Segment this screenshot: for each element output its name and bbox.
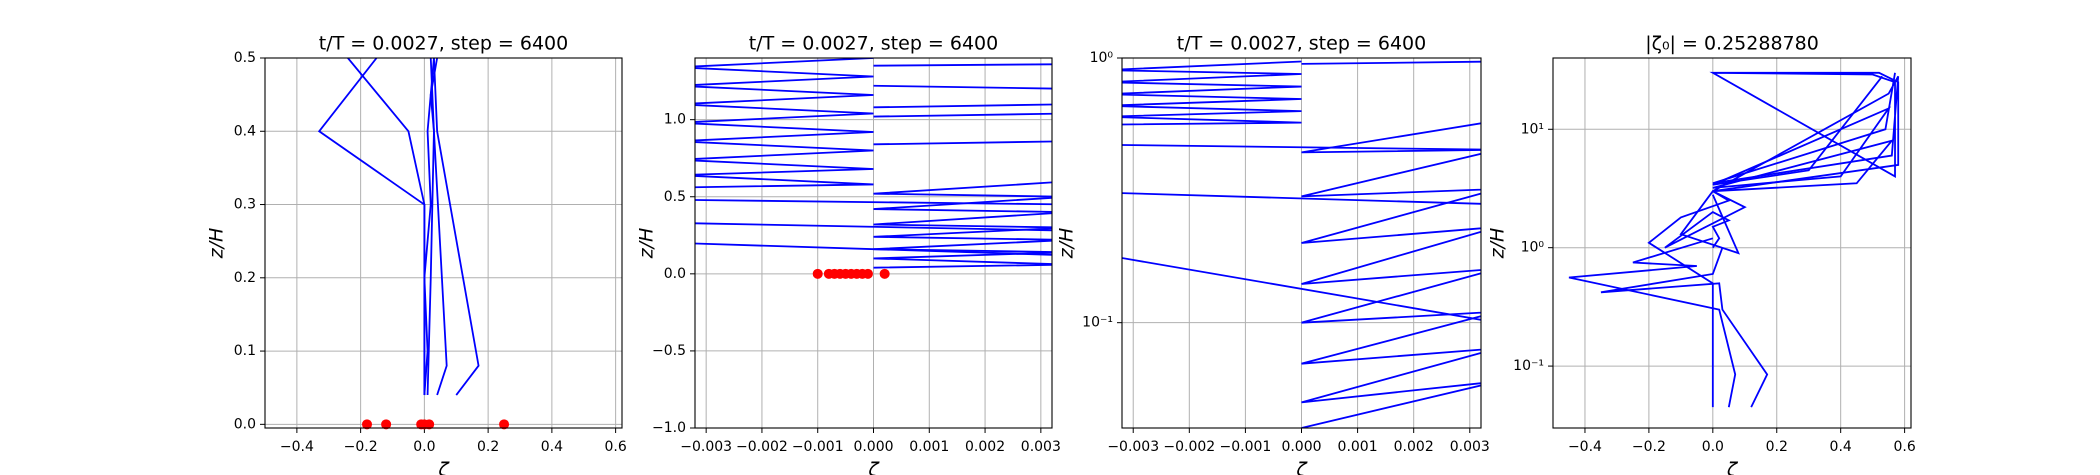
y-tick-label: 0.5 — [664, 189, 686, 205]
profile-line — [873, 140, 1052, 146]
x-tick-label: −0.001 — [792, 439, 844, 455]
y-tick-label: 0.1 — [234, 343, 256, 359]
profile-line — [1122, 257, 1481, 321]
profile-line — [873, 63, 1052, 67]
x-tick-label: 0.4 — [541, 439, 563, 455]
profile-line — [695, 242, 1052, 256]
axes-frame — [264, 57, 623, 429]
profile-line — [873, 112, 1052, 118]
x-tick-label: 0.000 — [1281, 439, 1321, 455]
marker — [424, 419, 435, 430]
x-tick-label: −0.4 — [280, 439, 314, 455]
profile-line — [695, 199, 1052, 206]
profile-line — [1709, 71, 1900, 193]
x-tick-label: 0.0 — [1702, 439, 1724, 455]
y-tick-label: 10¹ — [1521, 121, 1544, 137]
profile-line — [1122, 60, 1302, 126]
profile-line — [429, 58, 448, 396]
plot-area — [695, 58, 1052, 269]
profile-line — [873, 181, 1052, 269]
x-tick-label: −0.003 — [680, 439, 732, 455]
profile-line — [347, 58, 426, 396]
marker — [381, 419, 392, 430]
y-tick-label: 0.0 — [664, 266, 686, 282]
x-tick-label: 0.000 — [853, 439, 893, 455]
profile-line — [1664, 190, 1747, 255]
x-tick-label: 0.003 — [1021, 439, 1061, 455]
x-tick-label: −0.2 — [344, 439, 378, 455]
profile-line — [1712, 75, 1895, 193]
y-tick-label: −1.0 — [652, 420, 686, 436]
profile-line — [1301, 60, 1481, 65]
plot-area — [1568, 71, 1900, 408]
x-tick-label: 0.4 — [1830, 439, 1852, 455]
chart-title: |ζ₀| = 0.25288780 — [1645, 33, 1819, 55]
y-tick-label: 10⁰ — [1521, 240, 1545, 256]
y-tick-label: 0.3 — [234, 197, 256, 213]
axes-frame — [1552, 57, 1912, 429]
x-tick-label: −0.001 — [1220, 439, 1272, 455]
x-tick-label: 0.6 — [1893, 439, 1915, 455]
chart-title: t/T = 0.0027, step = 6400 — [1177, 33, 1426, 55]
x-tick-label: −0.002 — [1163, 439, 1215, 455]
marker — [862, 268, 873, 279]
y-tick-label: 0.0 — [234, 416, 256, 432]
x-tick-label: −0.4 — [1568, 439, 1602, 455]
profile-line — [873, 103, 1052, 109]
plot-area — [1122, 60, 1481, 428]
x-tick-label: 0.001 — [1338, 439, 1378, 455]
y-tick-label: 0.2 — [234, 270, 256, 286]
axes-frame — [1121, 57, 1482, 429]
profile-line — [1301, 122, 1481, 428]
marker — [499, 419, 510, 430]
chart-title: t/T = 0.0027, step = 6400 — [749, 33, 998, 55]
x-tick-label: 0.0 — [413, 439, 435, 455]
x-tick-label: 0.2 — [1766, 439, 1788, 455]
marker — [812, 268, 823, 279]
y-tick-label: −0.5 — [652, 343, 686, 359]
y-tick-label: 0.4 — [234, 123, 256, 139]
y-tick-label: 1.0 — [664, 112, 686, 128]
marker — [362, 419, 372, 430]
profile-line — [695, 222, 1052, 232]
y-axis-label: z/H — [636, 228, 658, 260]
profile-line — [1122, 144, 1481, 151]
marker — [879, 268, 890, 279]
profile-line — [695, 58, 874, 189]
profile-line — [317, 58, 426, 396]
x-tick-label: −0.003 — [1107, 439, 1159, 455]
profile-line — [433, 58, 480, 396]
y-axis-label: z/H — [1487, 228, 1509, 260]
chart-title: t/T = 0.0027, step = 6400 — [319, 33, 568, 55]
x-axis-label: ζ — [1726, 459, 1739, 475]
y-tick-label: 10⁰ — [1090, 50, 1114, 66]
axes-frame — [694, 57, 1053, 429]
x-tick-label: 0.002 — [1394, 439, 1434, 455]
x-tick-label: −0.002 — [736, 439, 788, 455]
x-tick-label: 0.001 — [909, 439, 949, 455]
y-tick-label: 0.5 — [234, 50, 256, 66]
y-axis-label: z/H — [206, 228, 228, 260]
y-axis-label: z/H — [1056, 228, 1078, 260]
x-tick-label: 0.003 — [1450, 439, 1490, 455]
plot-area — [317, 58, 480, 396]
y-tick-label: 10⁻¹ — [1082, 315, 1113, 331]
x-tick-label: 0.6 — [604, 439, 626, 455]
x-axis-label: ζ — [867, 459, 880, 475]
profile-line — [1122, 192, 1481, 205]
profile-line — [423, 58, 435, 396]
x-tick-label: 0.2 — [477, 439, 499, 455]
profile-line — [1600, 247, 1769, 408]
profile-line — [1647, 190, 1731, 408]
y-tick-label: 10⁻¹ — [1513, 358, 1544, 374]
x-axis-label: ζ — [1295, 459, 1308, 475]
profile-line — [1568, 237, 1737, 408]
profile-line — [426, 58, 439, 396]
x-tick-label: 0.002 — [965, 439, 1005, 455]
x-tick-label: −0.2 — [1632, 439, 1666, 455]
x-axis-label: ζ — [437, 459, 450, 475]
profile-line — [873, 84, 1052, 90]
